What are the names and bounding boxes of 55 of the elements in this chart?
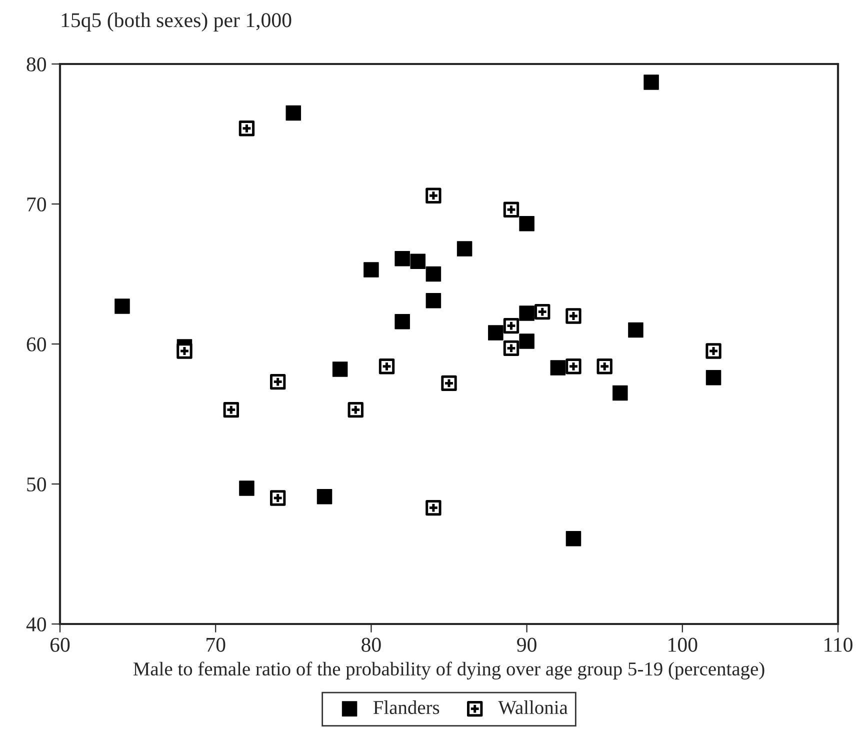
point — [238, 120, 255, 136]
x-tick-label: 100 — [668, 638, 698, 652]
x-tick-label: 70 — [206, 638, 226, 652]
point — [706, 370, 722, 386]
y-tick-label: 70 — [27, 197, 46, 212]
point — [316, 488, 332, 504]
y-tick-label: 80 — [26, 57, 46, 72]
point — [426, 292, 442, 308]
point — [270, 374, 286, 390]
y-tick-label: 50 — [27, 477, 46, 492]
point — [503, 202, 520, 218]
point — [488, 325, 504, 340]
point — [503, 340, 520, 356]
point — [394, 314, 410, 330]
point — [426, 188, 442, 204]
point — [644, 74, 659, 90]
point — [441, 375, 457, 392]
point — [503, 318, 520, 334]
x-axis-title: Male to female ratio of the probability of dying over age group 5-19 (percentage) — [133, 662, 764, 680]
point — [364, 262, 379, 278]
point — [534, 304, 550, 320]
y-axis-title: 15q5 (both sexes) per 1,000 — [62, 12, 292, 32]
point — [239, 480, 254, 496]
point — [378, 358, 395, 374]
point — [270, 490, 286, 506]
y-tick-label: 40 — [26, 617, 46, 632]
legend-label: Flanders — [373, 700, 440, 714]
x-tick-label: 80 — [362, 638, 381, 652]
point — [628, 322, 644, 338]
point — [519, 334, 534, 349]
point — [114, 298, 130, 314]
x-tick-label: 90 — [517, 638, 536, 652]
point — [612, 385, 628, 401]
point — [566, 530, 582, 546]
point — [566, 358, 582, 374]
point — [348, 402, 364, 418]
point — [176, 343, 192, 359]
point — [223, 402, 239, 418]
point — [596, 358, 612, 374]
y-tick-label: 60 — [26, 337, 46, 352]
point — [426, 266, 442, 282]
point — [426, 500, 442, 516]
point — [410, 254, 426, 270]
x-tick-label: 110 — [824, 638, 852, 652]
point — [394, 250, 410, 266]
legend-label: Wallonia — [498, 700, 568, 714]
point — [332, 362, 348, 377]
point — [519, 216, 534, 232]
point — [550, 360, 566, 376]
point — [706, 343, 722, 359]
point — [286, 105, 302, 121]
point — [566, 308, 582, 324]
x-tick-label: 60 — [50, 638, 70, 652]
point — [456, 241, 472, 256]
point — [519, 306, 534, 321]
